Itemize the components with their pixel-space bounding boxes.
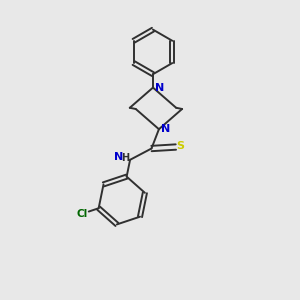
- Text: H: H: [121, 153, 129, 163]
- Text: N: N: [161, 124, 170, 134]
- Text: N: N: [114, 152, 123, 162]
- Text: Cl: Cl: [77, 208, 88, 219]
- Text: N: N: [155, 82, 164, 93]
- Text: S: S: [176, 141, 184, 152]
